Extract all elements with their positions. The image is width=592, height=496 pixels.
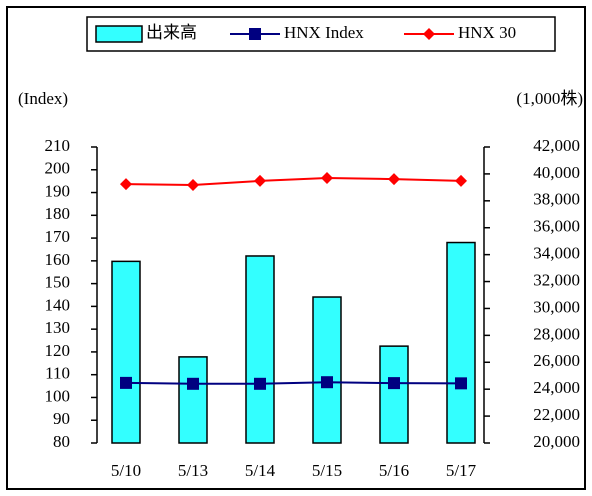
line-marker [321,171,333,184]
y-tick-label: 80 [53,432,70,451]
y2-tick-label: 26,000 [533,351,580,370]
bar [111,260,141,444]
y-tick-label: 120 [45,341,71,360]
bar [312,296,342,444]
y2-tick-label: 38,000 [533,190,580,209]
legend-label: HNX 30 [458,23,516,42]
x-tick-label: 5/17 [446,461,477,480]
y-tick-label: 180 [45,204,71,223]
x-tick-label: 5/14 [245,461,276,480]
x-tick-label: 5/16 [379,461,409,480]
y-tick-label: 130 [45,318,71,337]
line-marker [455,174,467,187]
y-tick-label: 150 [45,273,71,292]
line-marker [120,178,132,191]
y2-tick-label: 36,000 [533,217,580,236]
x-tick-label: 5/10 [111,461,141,480]
line-marker [254,377,266,390]
line-marker [254,174,266,187]
x-tick-label: 5/15 [312,461,342,480]
y2-tick-label: 30,000 [533,297,580,316]
legend-marker [249,28,261,40]
y-tick-label: 210 [45,136,71,155]
y-tick-label: 160 [45,250,71,269]
y-tick-label: 100 [45,386,71,405]
line-marker [187,377,199,390]
legend-box [86,16,556,52]
bar [379,345,409,444]
y2-axis-label: (1,000株) [516,89,583,108]
legend-label: 出来高 [146,23,197,42]
y2-tick-label: 40,000 [533,163,580,182]
line-marker [388,377,400,390]
y-tick-label: 170 [45,227,71,246]
legend-label: HNX Index [284,23,364,42]
bar [245,255,275,444]
line-marker [455,377,467,390]
y-axis-label: (Index) [18,89,68,108]
y2-tick-label: 28,000 [533,324,580,343]
line-series [125,381,462,385]
line-marker [187,179,199,192]
y2-tick-label: 22,000 [533,405,580,424]
y-tick-label: 90 [53,409,70,428]
bar [178,356,208,444]
y-tick-label: 110 [45,364,70,383]
y2-tick-label: 34,000 [533,244,580,263]
y2-tick-label: 32,000 [533,270,580,289]
bar [446,241,476,444]
line-series [125,176,462,187]
line-marker [321,376,333,389]
y2-tick-label: 20,000 [533,432,580,451]
x-tick-label: 5/13 [178,461,208,480]
y-tick-label: 140 [45,295,71,314]
line-marker [388,173,400,186]
legend-marker [423,28,435,40]
legend-swatch [95,25,143,43]
y-tick-label: 190 [45,181,71,200]
y-tick-label: 200 [45,159,71,178]
chart-frame [6,6,586,490]
y2-tick-label: 24,000 [533,378,580,397]
y2-tick-label: 42,000 [533,136,580,155]
line-marker [120,376,132,389]
